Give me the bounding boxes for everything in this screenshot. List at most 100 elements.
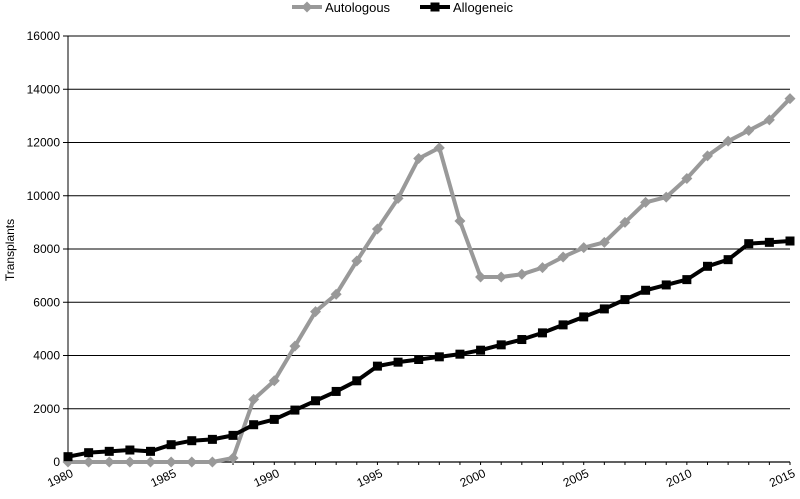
x-tick-label: 1995 [355,466,385,490]
data-point [764,237,774,247]
x-axis: 1980 1985 1990 1995 2000 2005 2010 2015 [45,461,798,490]
data-point [619,216,631,228]
data-point [681,172,693,184]
y-tick-label: 14000 [27,82,61,96]
data-point [330,288,342,300]
data-point [640,196,652,208]
data-point [558,320,568,330]
y-tick-label: 6000 [33,295,60,309]
data-point [641,285,651,295]
data-point [124,456,136,468]
y-tick-label: 12000 [27,136,61,150]
y-tick-label: 16000 [27,29,61,43]
data-point [784,93,796,105]
data-point [331,386,341,396]
series-group [62,93,796,468]
data-point [455,349,465,359]
data-point [433,142,445,154]
data-point [763,114,775,126]
x-tick-label: 2005 [561,466,591,490]
x-tick-label: 2010 [664,466,694,490]
legend-marker [430,2,440,12]
data-point [516,268,528,280]
data-point [579,312,589,322]
data-point [495,271,507,283]
legend-marker [301,1,313,13]
x-tick-label: 2015 [767,466,797,490]
data-point [785,236,795,246]
data-point [660,191,672,203]
data-point [682,275,692,285]
series-allogeneic [63,236,795,462]
data-point [475,271,487,283]
legend-item-autologous: Autologous [292,0,391,15]
data-point [413,152,425,164]
data-point [496,340,506,350]
data-point [620,295,630,305]
data-point [414,354,424,364]
data-point [598,236,610,248]
data-point [661,280,671,290]
y-tick-label: 10000 [27,189,61,203]
data-point [434,352,444,362]
legend: Autologous Allogeneic [292,0,513,15]
data-point [165,456,177,468]
legend-label: Autologous [325,0,391,15]
series-line-allogeneic [67,239,791,459]
data-point [723,255,733,265]
data-point [146,446,156,456]
data-point [145,456,157,468]
data-point [743,125,755,137]
data-point [557,251,569,263]
data-point [352,376,362,386]
data-point [207,434,217,444]
data-point [84,448,94,458]
data-point [311,396,321,406]
data-point [476,345,486,355]
data-point [289,340,301,352]
data-point [249,420,259,430]
y-axis: 0 2000 4000 6000 8000 10000 12000 14000 16000 [27,29,69,469]
data-point [722,135,734,147]
y-tick-label: 8000 [33,242,60,256]
data-point [393,357,403,367]
data-point [454,215,466,227]
data-point [351,255,363,267]
data-point [392,192,404,204]
legend-item-allogeneic: Allogeneic [420,0,513,15]
x-tick-label: 2000 [458,466,488,490]
data-point [372,361,382,371]
data-point [537,328,547,338]
x-tick-label: 1980 [45,466,75,490]
data-point [83,456,95,468]
data-point [227,452,239,464]
data-point [578,242,590,254]
y-tick-label: 4000 [33,349,60,363]
series-autologous [62,93,796,468]
data-point [268,375,280,387]
data-point [103,456,115,468]
data-point [517,335,527,345]
legend-label: Allogeneic [453,0,513,15]
data-point [599,304,609,314]
data-point [228,430,238,440]
data-point [248,393,260,405]
data-point [104,446,114,456]
data-point [186,456,198,468]
data-point [206,456,218,468]
y-tick-label: 0 [53,455,60,469]
data-point [63,452,73,462]
x-tick-label: 1985 [148,466,178,490]
data-point [310,306,322,318]
data-point [166,440,176,450]
y-axis-title: Transplants [3,219,17,281]
data-point [269,414,279,424]
data-point [187,436,197,446]
data-point [701,150,713,162]
x-tick-label: 1990 [251,466,281,490]
gridlines [68,35,790,463]
y-tick-label: 2000 [33,402,60,416]
data-point [125,445,135,455]
data-point [536,262,548,274]
